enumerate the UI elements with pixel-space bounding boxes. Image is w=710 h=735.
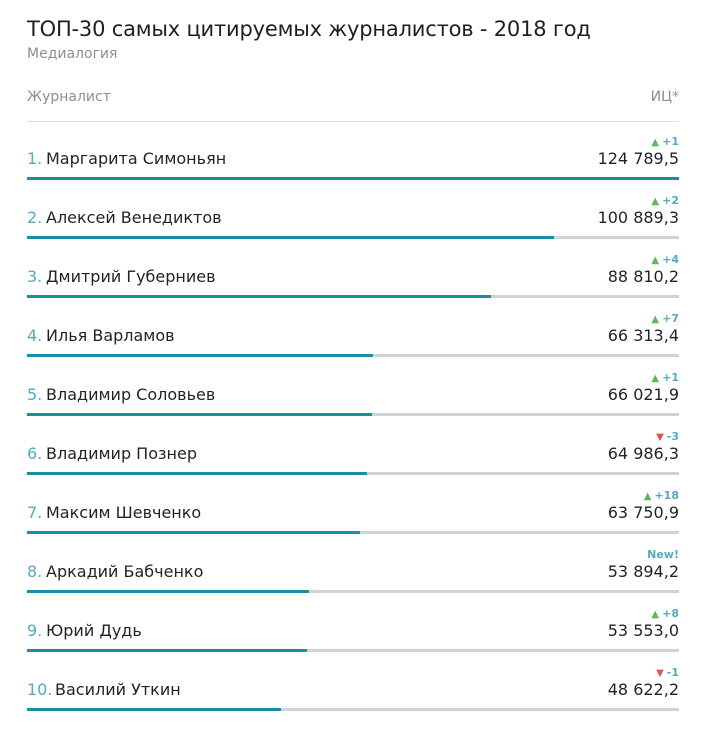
rank-change: ▲ +8 xyxy=(651,607,679,620)
rank-number: 3. xyxy=(27,267,43,286)
journalist-name: Максим Шевченко xyxy=(46,503,202,522)
rank-change: New! xyxy=(647,548,679,561)
rank-change-value: +4 xyxy=(662,253,679,266)
rank-number: 2. xyxy=(27,208,43,227)
rank-number: 6. xyxy=(27,444,43,463)
bar-track xyxy=(27,590,679,593)
bar xyxy=(27,590,309,593)
bar xyxy=(27,708,281,711)
journalist-name: Владимир Соловьев xyxy=(46,385,216,404)
bar xyxy=(27,531,360,534)
rank-number: 9. xyxy=(27,621,43,640)
ranking-row: 9. Юрий Дудь ▲ +8 53 553,0 xyxy=(27,594,679,653)
citation-index-value: 63 750,9 xyxy=(607,503,679,522)
citation-index-value: 53 894,2 xyxy=(607,562,679,581)
ranking-row: 8. Аркадий Бабченко New! 53 894,2 xyxy=(27,535,679,594)
column-header-journalist: Журналист xyxy=(27,89,111,105)
bar xyxy=(27,354,373,357)
citation-index-value: 53 553,0 xyxy=(607,621,679,640)
rank-change: ▲ +18 xyxy=(644,489,679,502)
ranking-row: 5. Владимир Соловьев ▲ +1 66 021,9 xyxy=(27,358,679,417)
rank-change: ▲ +1 xyxy=(651,371,679,384)
citation-index-value: 64 986,3 xyxy=(607,444,679,463)
ranking-row: 6. Владимир Познер ▼ -3 64 986,3 xyxy=(27,417,679,476)
journalist-name: Дмитрий Губерниев xyxy=(46,267,216,286)
journalist-name: Алексей Венедиктов xyxy=(46,208,222,227)
journalist-name: Маргарита Симоньян xyxy=(46,149,227,168)
rank-change-value: -1 xyxy=(666,666,679,679)
citation-index-value: 100 889,3 xyxy=(597,208,679,227)
chart-source: Медиалогия xyxy=(27,46,118,62)
arrow-up-icon: ▲ xyxy=(651,196,660,207)
rank-number: 5. xyxy=(27,385,43,404)
bar xyxy=(27,236,554,239)
bar-track xyxy=(27,649,679,652)
journalist-name: Аркадий Бабченко xyxy=(46,562,204,581)
ranking-row: 4. Илья Варламов ▲ +7 66 313,4 xyxy=(27,299,679,358)
rank-change-value: +1 xyxy=(662,135,679,148)
ranking-row: 7. Максим Шевченко ▲ +18 63 750,9 xyxy=(27,476,679,535)
rank-change-value: -3 xyxy=(666,430,679,443)
rank-change-value: +1 xyxy=(662,371,679,384)
citation-index-value: 48 622,2 xyxy=(607,680,679,699)
rank-change: ▲ +1 xyxy=(651,135,679,148)
rank-change-value: +2 xyxy=(662,194,679,207)
rank-number: 7. xyxy=(27,503,43,522)
arrow-up-icon: ▲ xyxy=(643,491,652,502)
bar xyxy=(27,295,491,298)
rank-change: ▲ +7 xyxy=(651,312,679,325)
journalist-name: Илья Варламов xyxy=(46,326,175,345)
rank-change-value: +7 xyxy=(662,312,679,325)
rank-number: 4. xyxy=(27,326,43,345)
citation-index-value: 88 810,2 xyxy=(607,267,679,286)
arrow-up-icon: ▲ xyxy=(651,373,660,384)
ranking-row: 2. Алексей Венедиктов ▲ +2 100 889,3 xyxy=(27,181,679,240)
header-divider xyxy=(27,121,679,122)
rank-number: 8. xyxy=(27,562,43,581)
rank-change-value: +18 xyxy=(654,489,679,502)
ranking-row: 10. Василий Уткин ▼ -1 48 622,2 xyxy=(27,653,679,712)
citation-index-value: 66 021,9 xyxy=(607,385,679,404)
arrow-up-icon: ▲ xyxy=(651,255,660,266)
bar xyxy=(27,649,307,652)
arrow-up-icon: ▲ xyxy=(651,314,660,325)
rank-number: 10. xyxy=(27,680,53,699)
new-entry-badge: New! xyxy=(647,548,679,561)
journalist-name: Юрий Дудь xyxy=(46,621,142,640)
journalist-name: Владимир Познер xyxy=(46,444,197,463)
rank-change: ▲ +4 xyxy=(651,253,679,266)
rank-change: ▲ +2 xyxy=(651,194,679,207)
citation-index-value: 124 789,5 xyxy=(597,149,679,168)
bar-track xyxy=(27,708,679,711)
rank-change-value: +8 xyxy=(662,607,679,620)
ranking-row: 3. Дмитрий Губерниев ▲ +4 88 810,2 xyxy=(27,240,679,299)
ranking-row: 1. Маргарита Симоньян ▲ +1 124 789,5 xyxy=(27,122,679,181)
citation-index-value: 66 313,4 xyxy=(607,326,679,345)
bar xyxy=(27,177,679,180)
arrow-up-icon: ▲ xyxy=(651,609,660,620)
arrow-down-icon: ▼ xyxy=(656,432,664,443)
rank-number: 1. xyxy=(27,149,43,168)
rank-change: ▼ -3 xyxy=(656,430,679,443)
ranking-list: 1. Маргарита Симоньян ▲ +1 124 789,5 2. Алексе… xyxy=(27,122,679,712)
chart-title: ТОП-30 самых цитируемых журналистов - 20… xyxy=(27,17,591,41)
arrow-down-icon: ▼ xyxy=(656,668,664,679)
bar xyxy=(27,413,372,416)
rank-change: ▼ -1 xyxy=(656,666,679,679)
bar xyxy=(27,472,367,475)
arrow-up-icon: ▲ xyxy=(651,137,660,148)
column-header-index: ИЦ* xyxy=(650,89,679,105)
journalist-name: Василий Уткин xyxy=(55,680,181,699)
